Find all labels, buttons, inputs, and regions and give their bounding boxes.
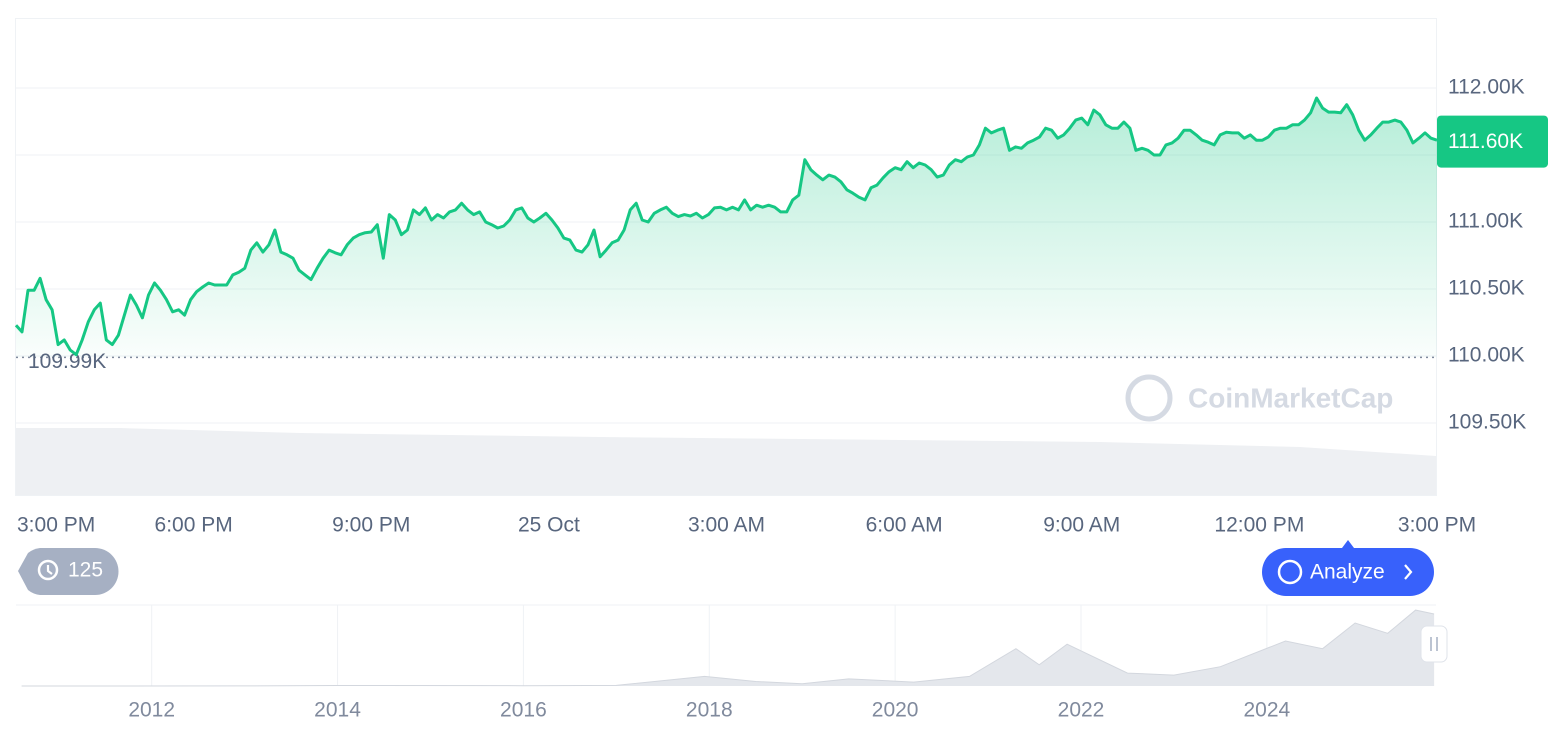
price-line <box>14 96 1438 357</box>
x-tick-label: 2012 <box>128 699 175 722</box>
x-tick-label: 6:00 PM <box>155 514 233 537</box>
y-tick-label: 111.00K <box>1448 210 1523 233</box>
x-tick-label: 2024 <box>1244 699 1291 722</box>
history-icon <box>37 559 59 581</box>
y-tick-label: 110.50K <box>1448 277 1525 300</box>
button-label: Analyze <box>1310 561 1385 584</box>
x-tick-label: 2020 <box>872 699 919 722</box>
watermark-logo <box>1125 374 1173 422</box>
y-tick-label: 112.00K <box>1448 76 1525 99</box>
navigator-line <box>21 609 1435 687</box>
button-icon <box>1277 559 1303 585</box>
button-shape <box>1262 548 1434 596</box>
y-tick-label: 109.50K <box>1448 411 1526 434</box>
history-badge[interactable]: 125 <box>18 548 119 595</box>
volume-background <box>16 428 1436 495</box>
y-tick-label: 110.00K <box>1448 344 1525 367</box>
x-tick-label: 9:00 PM <box>332 514 410 537</box>
analyze-button[interactable]: Analyze <box>1262 540 1434 596</box>
x-tick-label: 2018 <box>686 699 733 722</box>
x-tick-label: 2022 <box>1058 699 1105 722</box>
x-tick-label: 9:00 AM <box>1043 514 1120 537</box>
last-price-tag <box>1437 115 1548 168</box>
navigator-area <box>21 610 1435 686</box>
badge-shape <box>18 548 119 595</box>
x-tick-label: 3:00 AM <box>688 514 765 537</box>
x-tick-label: 3:00 PM <box>17 514 95 537</box>
button-pointer <box>1342 540 1354 548</box>
price-area <box>16 98 1437 358</box>
reference-label: 109.99K <box>28 350 106 373</box>
button-chevron <box>1404 564 1413 580</box>
watermark-text: CoinMarketCap <box>1188 382 1393 413</box>
handle-shape <box>1420 625 1448 663</box>
history-icon-hands <box>46 565 53 575</box>
last-price-label: 111.60K <box>1448 130 1523 153</box>
x-tick-label: 25 Oct <box>518 514 580 537</box>
navigator-handle[interactable] <box>1420 625 1448 663</box>
x-tick-label: 12:00 PM <box>1214 514 1304 537</box>
history-count: 125 <box>68 559 103 582</box>
x-tick-label: 2016 <box>500 699 547 722</box>
watermark: CoinMarketCap <box>1125 374 1393 422</box>
x-tick-label: 3:00 PM <box>1398 514 1476 537</box>
x-tick-label: 2014 <box>314 699 361 722</box>
x-tick-label: 6:00 AM <box>866 514 943 537</box>
